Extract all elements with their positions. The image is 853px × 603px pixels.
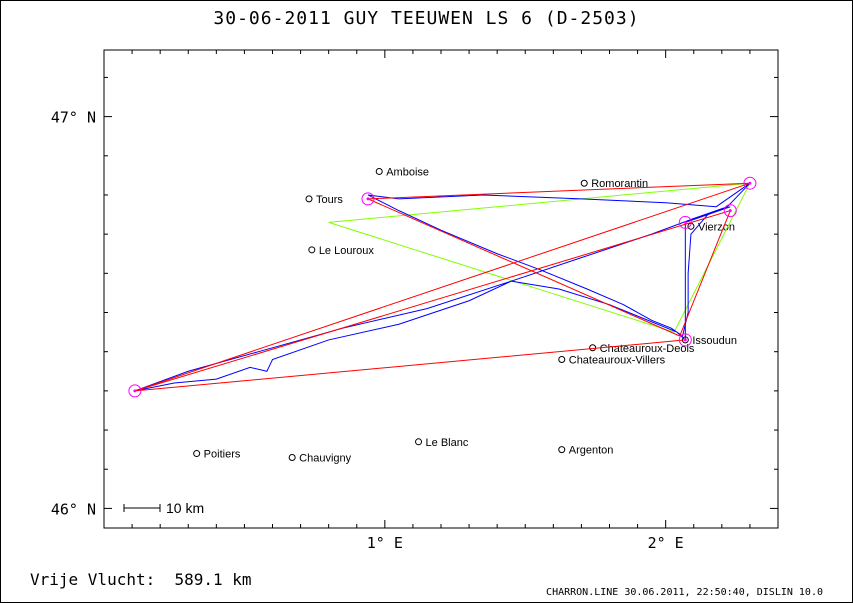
place-marker bbox=[580, 179, 588, 187]
fai-triangle bbox=[328, 182, 751, 333]
place-marker bbox=[193, 450, 201, 458]
x-tick-label: 2° E bbox=[648, 534, 684, 552]
turnpoint-marker bbox=[678, 333, 692, 347]
place-label: Chateauroux-Deols bbox=[600, 343, 695, 355]
flight-leg bbox=[134, 182, 751, 392]
place-label: Poitiers bbox=[204, 449, 241, 461]
turnpoint-center bbox=[133, 389, 137, 393]
place-marker bbox=[305, 195, 313, 203]
flight-leg bbox=[367, 198, 680, 337]
x-tick-label: 1° E bbox=[367, 534, 403, 552]
flight-leg bbox=[134, 210, 731, 392]
place-label: Amboise bbox=[386, 166, 429, 178]
place-label: Chateauroux-Villers bbox=[569, 355, 666, 367]
place-label: Romorantin bbox=[591, 178, 648, 190]
flight-track bbox=[134, 182, 751, 392]
chart-title: 30-06-2011 GUY TEEUWEN LS 6 (D-2503) bbox=[213, 8, 640, 29]
turnpoint-marker bbox=[678, 215, 692, 229]
distance-label: Vrije Vlucht: bbox=[30, 570, 156, 589]
turnpoint-center bbox=[366, 197, 370, 201]
flight-leg bbox=[134, 339, 686, 392]
place-marker bbox=[589, 344, 597, 352]
place-marker bbox=[558, 446, 566, 454]
place-label: Chauvigny bbox=[299, 452, 351, 464]
place-marker bbox=[308, 246, 316, 254]
y-tick-label: 47° N bbox=[51, 109, 96, 127]
turnpoint-marker bbox=[723, 204, 737, 218]
turnpoint-marker bbox=[361, 192, 375, 206]
place-label: Le Blanc bbox=[426, 437, 469, 449]
place-label: Argenton bbox=[569, 445, 614, 457]
turnpoint-center bbox=[728, 209, 732, 213]
flight-leg bbox=[367, 182, 750, 200]
scale-bar-label: 10 km bbox=[166, 500, 204, 516]
distance-value: 589.1 km bbox=[174, 570, 252, 589]
flight-leg bbox=[679, 210, 731, 337]
place-marker bbox=[558, 356, 566, 364]
turnpoint-marker bbox=[743, 176, 757, 190]
y-tick-label: 46° N bbox=[51, 500, 96, 518]
place-label: Le Louroux bbox=[319, 245, 375, 257]
turnpoint-center bbox=[683, 220, 687, 224]
turnpoint-marker bbox=[128, 384, 142, 398]
turnpoint-center bbox=[748, 181, 752, 185]
place-label: Issoudun bbox=[692, 335, 737, 347]
turnpoint-center bbox=[683, 338, 687, 342]
place-marker bbox=[415, 438, 423, 446]
place-marker bbox=[375, 167, 383, 175]
distance-readout: Vrije Vlucht: 589.1 km bbox=[30, 570, 252, 589]
place-label: Tours bbox=[316, 194, 343, 206]
software-credit: CHARRON.LINE 30.06.2011, 22:50:40, DISLI… bbox=[546, 587, 823, 598]
place-marker bbox=[288, 453, 296, 461]
